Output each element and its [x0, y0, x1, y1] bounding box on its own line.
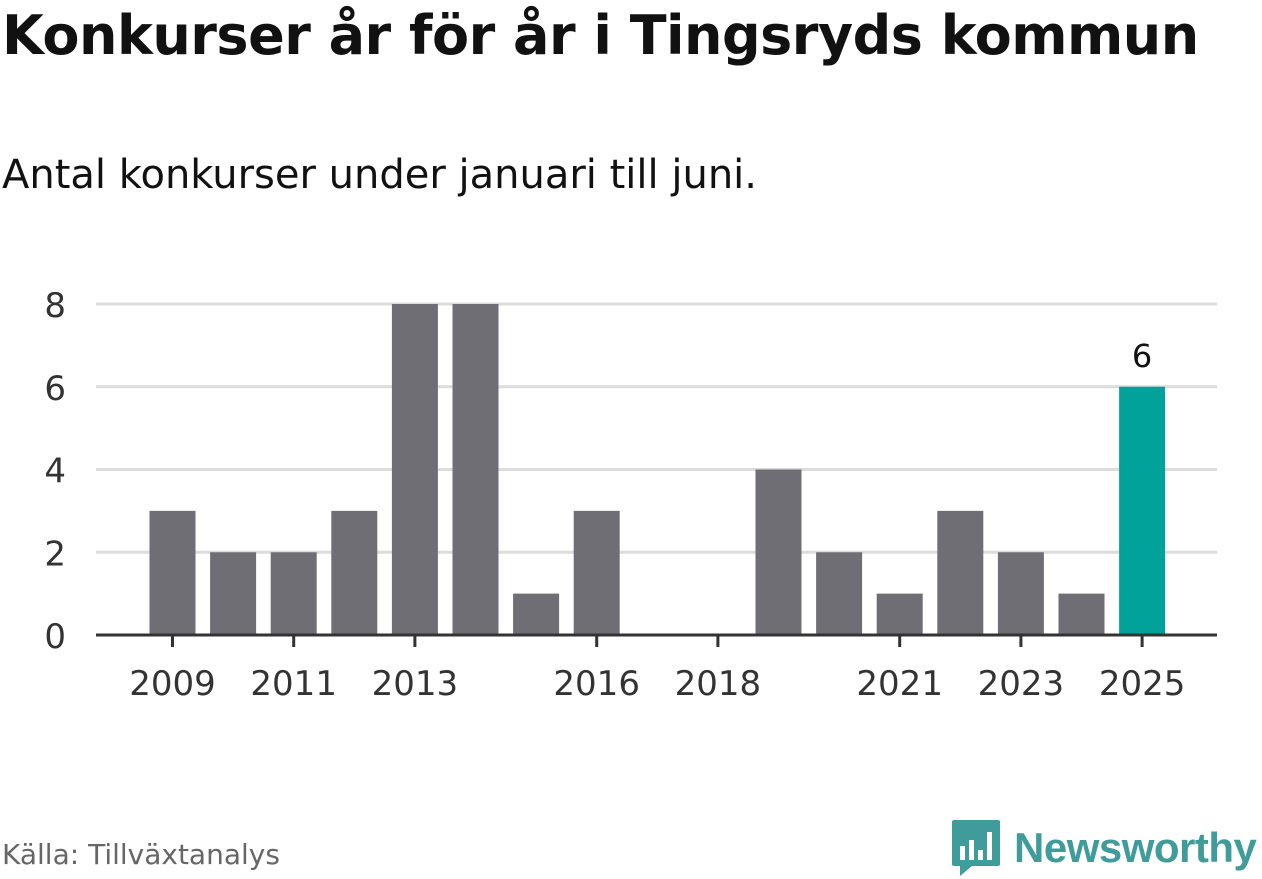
- chart-title: Konkurser år för år i Tingsryds kommun: [2, 4, 1199, 67]
- bar-2016: [573, 510, 620, 635]
- bar-2021: [876, 593, 923, 635]
- bar-2019: [755, 469, 802, 635]
- y-tick-label-0: 0: [44, 617, 66, 657]
- source-note: Källa: Tillväxtanalys: [2, 838, 280, 871]
- y-tick-label-8: 8: [44, 286, 66, 326]
- bar-2024: [1058, 593, 1105, 635]
- y-tick-label-2: 2: [44, 534, 66, 574]
- y-tick-label-4: 4: [44, 452, 66, 492]
- bar-2009: [149, 510, 196, 635]
- chart-subtitle: Antal konkurser under januari till juni.: [2, 152, 757, 198]
- bar-2010: [210, 552, 257, 635]
- brand-logo: Newsworthy: [950, 818, 1257, 878]
- x-tick-label-2023: 2023: [978, 664, 1065, 704]
- bar-2011: [270, 552, 317, 635]
- bar-2012: [331, 510, 378, 635]
- x-tick-label-2018: 2018: [675, 664, 762, 704]
- x-tick-label-2016: 2016: [553, 664, 640, 704]
- bar-2020: [816, 552, 863, 635]
- bar-2015: [513, 593, 560, 635]
- x-tick-label-2021: 2021: [856, 664, 943, 704]
- bar-2013: [391, 304, 438, 635]
- x-tick-label-2025: 2025: [1099, 664, 1186, 704]
- bar-2022: [937, 510, 984, 635]
- bar-chart: 0 2 4 6 8 6 2009 2011 2013 2016 2018 2021 2023 2025: [44, 286, 1217, 704]
- y-tick-label-6: 6: [44, 369, 66, 409]
- x-tick-label-2011: 2011: [250, 664, 337, 704]
- data-label-2025: 6: [1132, 337, 1152, 375]
- bar-2025: [1119, 386, 1166, 635]
- bar-2023: [997, 552, 1044, 635]
- x-tick-label-2009: 2009: [129, 664, 216, 704]
- bar-2014: [452, 304, 499, 635]
- x-tick-label-2013: 2013: [372, 664, 459, 704]
- bar-chart-logo-icon: [952, 820, 1000, 876]
- brand-name: Newsworthy: [1014, 824, 1257, 871]
